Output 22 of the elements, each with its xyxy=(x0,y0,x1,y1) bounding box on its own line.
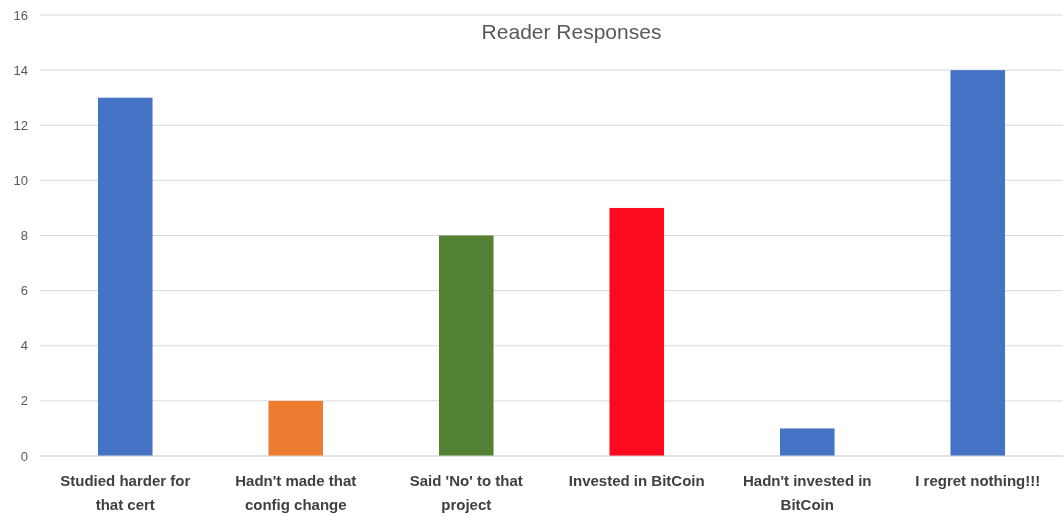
bar xyxy=(779,428,835,456)
x-tick-label: Invested in BitCoin xyxy=(568,472,705,489)
bar xyxy=(609,207,665,456)
x-tick-label: Hadn't invested in BitCoin xyxy=(742,472,872,513)
bar xyxy=(950,70,1006,456)
bar xyxy=(97,97,153,456)
y-tick-label: 16 xyxy=(13,7,28,23)
bar xyxy=(438,235,494,456)
y-tick-label: 8 xyxy=(20,228,28,244)
x-tick-label: I regret nothing!!! xyxy=(915,472,1041,489)
y-tick-label: 14 xyxy=(13,62,28,78)
y-tick-label: 2 xyxy=(20,393,28,409)
x-tick-label: Said 'No' to that project xyxy=(409,472,523,513)
y-tick-label: 10 xyxy=(13,172,28,188)
y-tick-label: 0 xyxy=(20,448,28,464)
x-tick-label: Hadn't made that config change xyxy=(235,472,357,513)
y-tick-label: 6 xyxy=(20,283,28,299)
chart-title: Reader Responses xyxy=(481,20,662,43)
y-tick-label: 12 xyxy=(13,117,28,133)
bar xyxy=(268,400,324,456)
y-tick-label: 4 xyxy=(20,338,28,354)
x-tick-label: Studied harder for that cert xyxy=(60,472,191,513)
